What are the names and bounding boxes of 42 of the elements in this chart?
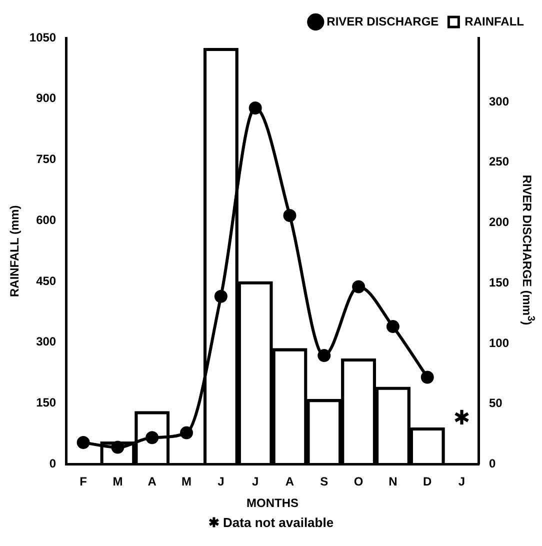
y2-tick-label: 50 — [488, 396, 503, 410]
x-tick-label: A — [285, 474, 294, 489]
point — [386, 320, 400, 334]
point — [283, 208, 296, 222]
point — [76, 436, 90, 449]
point — [318, 349, 331, 362]
text: ✱ Data not available — [207, 515, 335, 530]
y-tick-label: 0 — [49, 456, 56, 471]
x-tick-label: M — [112, 474, 123, 489]
y-tick-label: 1050 — [29, 30, 56, 44]
y-tick-label: 900 — [36, 91, 56, 106]
x-tick-label: J — [458, 474, 466, 489]
x-tick-label: N — [388, 474, 398, 489]
y-tick-label: 750 — [36, 152, 56, 166]
point — [420, 370, 434, 384]
y2-tick-label: 300 — [488, 94, 510, 108]
y-tick-label: 600 — [36, 212, 56, 227]
y2-tick-label: 0 — [488, 456, 496, 471]
x-tick-label: S — [320, 474, 328, 489]
legend-label: RAINFALL — [464, 14, 524, 28]
point — [248, 102, 262, 115]
legend-label: RIVER DISCHARGE — [326, 14, 439, 28]
x-tick-label: O — [354, 474, 364, 489]
x-tick-label: J — [252, 474, 259, 489]
x-tick-label: J — [218, 474, 224, 489]
x-tick-label: A — [148, 474, 157, 489]
y2-tick-label: 150 — [488, 275, 510, 290]
y-tick-label: 150 — [36, 396, 56, 410]
x-tick-label: M — [182, 474, 192, 489]
y-tick-label: 300 — [36, 334, 56, 349]
x-tick-label: D — [423, 474, 432, 489]
y-axis-title: RAINFALL (mm) — [8, 205, 22, 297]
x-tick-label: F — [80, 474, 87, 489]
annotation: ✱ — [453, 405, 470, 430]
y2-tick-label: 100 — [488, 336, 510, 350]
point — [214, 290, 228, 303]
point — [352, 280, 366, 294]
y-tick-label: 450 — [36, 274, 56, 288]
y2-tick-label: 200 — [488, 215, 510, 230]
y2-tick-label: 250 — [488, 154, 510, 169]
point — [180, 426, 194, 440]
x-axis-title: MONTHS — [246, 496, 299, 510]
